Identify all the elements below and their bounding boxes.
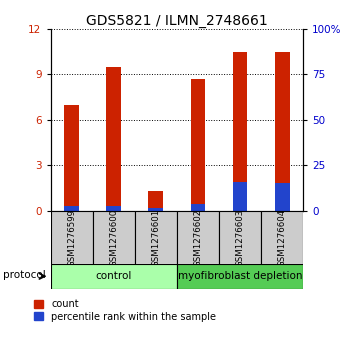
Bar <box>148 208 163 211</box>
Text: GSM1276599: GSM1276599 <box>67 209 76 267</box>
Bar <box>191 79 205 211</box>
Text: myofibroblast depletion: myofibroblast depletion <box>178 271 302 281</box>
Legend: count, percentile rank within the sample: count, percentile rank within the sample <box>34 299 216 322</box>
Bar <box>219 211 261 265</box>
Text: control: control <box>96 271 132 281</box>
Bar <box>148 191 163 211</box>
Bar <box>261 211 303 265</box>
Bar <box>106 206 121 211</box>
Bar <box>191 204 205 211</box>
Bar <box>177 264 303 289</box>
Bar <box>275 52 290 211</box>
Bar <box>275 183 290 211</box>
Bar <box>177 211 219 265</box>
Text: protocol: protocol <box>3 270 45 280</box>
Bar <box>51 264 177 289</box>
Bar <box>233 52 247 211</box>
Title: GDS5821 / ILMN_2748661: GDS5821 / ILMN_2748661 <box>86 14 268 28</box>
Bar <box>233 182 247 211</box>
Bar <box>135 211 177 265</box>
Text: GSM1276600: GSM1276600 <box>109 209 118 267</box>
Bar <box>64 206 79 211</box>
Bar <box>51 211 93 265</box>
Text: GSM1276602: GSM1276602 <box>193 209 203 267</box>
Text: GSM1276603: GSM1276603 <box>236 209 244 267</box>
Text: GSM1276604: GSM1276604 <box>278 209 287 267</box>
Bar <box>106 67 121 211</box>
Text: GSM1276601: GSM1276601 <box>151 209 160 267</box>
Bar <box>93 211 135 265</box>
Bar <box>64 105 79 211</box>
